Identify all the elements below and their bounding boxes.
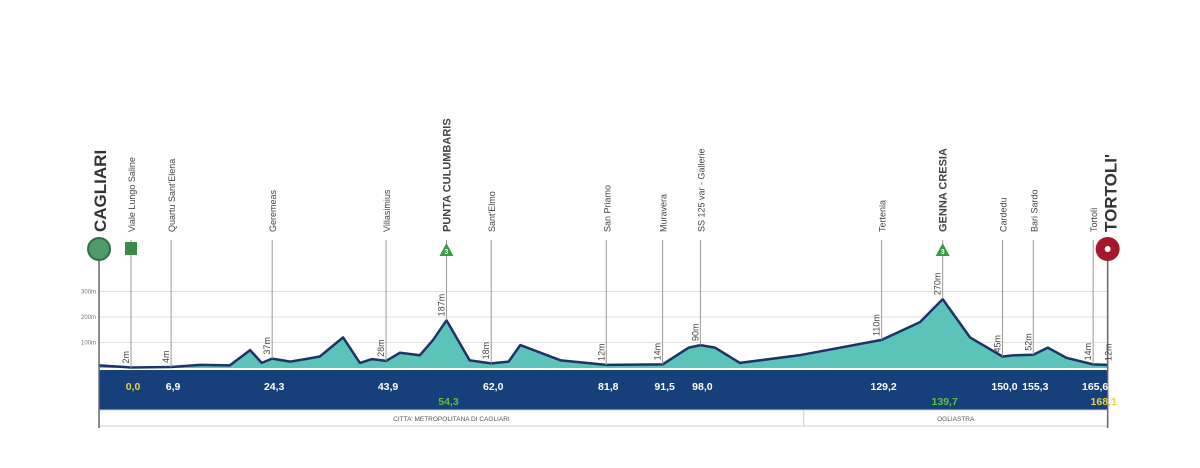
waypoint-name: San Priamo [602, 185, 612, 232]
km-label: 6,9 [166, 381, 181, 393]
elevation-label: 45m [993, 335, 1003, 353]
gpm-category-icon [439, 243, 454, 256]
elevation-label: 4m [161, 350, 171, 363]
gpm-category-icon [935, 243, 950, 256]
km-band [99, 370, 1108, 410]
elevation-label: 270m [933, 273, 943, 296]
km-zero-icon [125, 242, 137, 255]
km-label: 24,3 [264, 381, 285, 393]
waypoint-name: Cardedu [999, 197, 1009, 232]
waypoint-name: SS 125 var - Gallerie [696, 148, 706, 232]
km-label: 81,8 [598, 381, 619, 393]
start-icon [87, 237, 112, 261]
region-label: OGLIASTRA [937, 416, 975, 423]
elevation-label: 28m [376, 339, 386, 357]
start-city-label: CAGLIARI [91, 150, 110, 232]
km-label: 91,5 [654, 381, 675, 393]
km-label: 168,1 [1091, 396, 1117, 408]
waypoint-name: PUNTA CULUMBARIS [441, 118, 453, 232]
elevation-label: 2m [121, 351, 131, 364]
finish-city-label: TORTOLI' [1102, 154, 1121, 232]
km-label: 139,7 [932, 396, 958, 408]
elevation-label: 12m [596, 343, 606, 361]
elevation-label: 18m [481, 342, 491, 360]
elevation-label: 110m [872, 314, 882, 336]
elevation-label: 52m [1023, 333, 1033, 351]
km-label: 43,9 [378, 381, 399, 393]
km-label: 62,0 [483, 381, 504, 393]
elevation-label: 14m [653, 343, 663, 361]
elevation-label: 14m [1083, 343, 1093, 361]
elevation-label: 37m [262, 337, 272, 355]
km-label: 155,3 [1022, 381, 1048, 393]
waypoint-name: Tertenia [878, 200, 888, 232]
waypoint-name: Muravera [659, 194, 669, 232]
gpm-category: 3 [445, 249, 449, 256]
km-label: 0,0 [126, 381, 141, 393]
km-label: 150,0 [991, 381, 1017, 393]
waypoint-name: Bari Sardo [1029, 189, 1039, 232]
waypoint-name: Geremeas [268, 189, 278, 232]
km-label: 129,2 [871, 381, 897, 393]
finish-icon-dot [1104, 246, 1111, 252]
waypoint-name: GENNA CRESIA [938, 148, 950, 232]
waypoint-name: Tortolì [1089, 207, 1099, 232]
waypoint-name: Villasimius [382, 189, 392, 232]
y-tick-label: 200m [81, 315, 96, 321]
km-label: 165,6 [1082, 381, 1108, 393]
waypoint-name: Sant'Elmo [487, 191, 497, 232]
km-label: 98,0 [692, 381, 713, 393]
elevation-label: 12m [1104, 343, 1114, 361]
y-tick-label: 100m [81, 341, 96, 347]
region-label: CITTA' METROPOLITANA DI CAGLIARI [393, 416, 510, 423]
y-tick-label: 300m [81, 290, 96, 296]
elevation-line [98, 297, 1108, 369]
waypoint-name: Quartu Sant'Elena [167, 159, 177, 232]
km-label: 54,3 [438, 396, 459, 408]
elevation-label: 187m [436, 294, 446, 317]
elevation-label: 90m [690, 324, 700, 342]
waypoint-name: Viale Lungo Saline [127, 157, 137, 232]
gpm-category: 3 [941, 249, 945, 256]
